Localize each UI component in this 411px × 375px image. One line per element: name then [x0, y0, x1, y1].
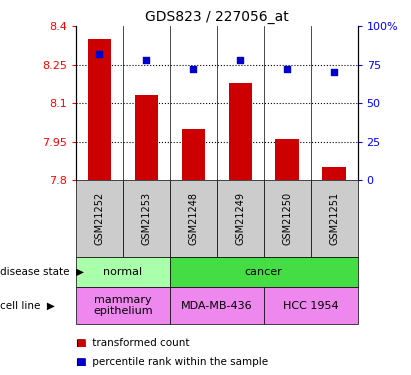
- Text: disease state  ▶: disease state ▶: [0, 267, 84, 277]
- Bar: [88, 39, 111, 180]
- Bar: [229, 82, 252, 180]
- Text: MDA-MB-436: MDA-MB-436: [181, 301, 253, 310]
- Text: ■: ■: [76, 338, 86, 348]
- Point: [96, 51, 103, 57]
- Text: ■  percentile rank within the sample: ■ percentile rank within the sample: [76, 357, 268, 367]
- Text: cell line  ▶: cell line ▶: [0, 301, 55, 310]
- Text: cancer: cancer: [245, 267, 283, 277]
- Point: [237, 57, 244, 63]
- Text: GSM21248: GSM21248: [188, 192, 199, 245]
- Text: mammary
epithelium: mammary epithelium: [93, 295, 153, 316]
- Text: ■: ■: [76, 357, 86, 367]
- Text: normal: normal: [104, 267, 143, 277]
- Title: GDS823 / 227056_at: GDS823 / 227056_at: [145, 10, 289, 24]
- Point: [190, 66, 196, 72]
- Point: [284, 66, 291, 72]
- Bar: [275, 139, 299, 180]
- Text: GSM21249: GSM21249: [235, 192, 245, 245]
- Text: GSM21251: GSM21251: [329, 192, 339, 245]
- Text: GSM21253: GSM21253: [141, 192, 151, 245]
- Text: GSM21252: GSM21252: [95, 192, 104, 245]
- Bar: [135, 95, 158, 180]
- Point: [331, 69, 337, 75]
- Text: HCC 1954: HCC 1954: [283, 301, 339, 310]
- Bar: [322, 167, 346, 180]
- Point: [143, 57, 150, 63]
- Text: ■  transformed count: ■ transformed count: [76, 338, 189, 348]
- Text: GSM21250: GSM21250: [282, 192, 292, 245]
- Bar: [182, 129, 205, 180]
